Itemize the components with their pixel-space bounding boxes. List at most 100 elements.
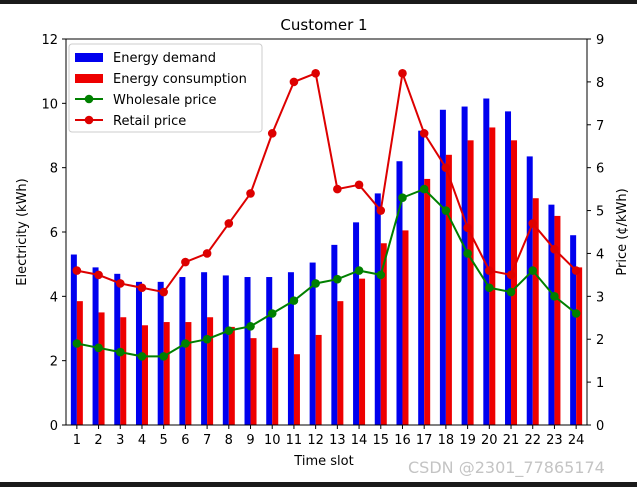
wholesale-price-point: [398, 193, 407, 202]
x-tick-label: 1: [73, 433, 81, 448]
x-tick-label: 9: [246, 433, 254, 448]
demand-bar: [548, 204, 555, 425]
x-tick-label: 10: [264, 433, 281, 448]
consumption-bar: [120, 317, 127, 425]
y-left-tick-label: 2: [50, 355, 58, 370]
wholesale-price-point: [528, 266, 538, 275]
demand-bar: [439, 109, 446, 426]
retail-price-point: [398, 69, 407, 78]
consumption-bar: [511, 140, 518, 425]
x-tick-label: 2: [94, 433, 102, 448]
watermark-text: CSDN @2301_77865174: [408, 458, 605, 477]
y-left-tick-label: 8: [50, 162, 58, 177]
retail-price-point: [289, 77, 299, 87]
demand-bar: [461, 106, 468, 426]
demand-bar: [483, 98, 490, 425]
wholesale-price-point: [137, 352, 147, 361]
consumption-bar: [163, 322, 170, 425]
legend-label: Energy demand: [113, 51, 216, 66]
x-tick-label: 4: [138, 433, 146, 448]
wholesale-price-point: [181, 339, 190, 348]
consumption-bar: [380, 243, 387, 425]
retail-price-point: [159, 287, 168, 297]
retail-price-point: [115, 279, 125, 288]
window-top-border: [0, 0, 637, 4]
retail-price-point: [267, 129, 277, 138]
wholesale-price-point: [485, 283, 494, 293]
consumption-bar: [250, 338, 257, 425]
wholesale-price-point: [550, 292, 559, 301]
y-right-tick-label: 1: [596, 376, 604, 391]
wholesale-price-point: [267, 309, 277, 318]
y-axis-label-right: Price (¢/kWh): [615, 188, 630, 275]
legend-swatch-marker: [84, 115, 94, 125]
retail-price-point: [181, 257, 190, 267]
retail-price-point: [354, 180, 364, 190]
x-tick-label: 23: [546, 433, 563, 448]
retail-price-point: [550, 244, 559, 254]
legend-label: Energy consumption: [113, 72, 247, 87]
x-tick-label: 24: [568, 433, 585, 448]
wholesale-price-point: [246, 322, 255, 331]
consumption-bar: [185, 322, 192, 425]
demand-bar: [222, 275, 229, 425]
consumption-bar: [445, 154, 452, 426]
demand-bar: [570, 235, 577, 425]
wholesale-price-point: [202, 334, 212, 344]
retail-price-point: [202, 249, 212, 258]
wholesale-price-point: [311, 279, 320, 288]
legend-box: [68, 43, 263, 133]
consumption-bar: [228, 326, 235, 425]
x-tick-label: 18: [438, 433, 455, 448]
wholesale-price-point: [115, 347, 125, 357]
demand-bar: [331, 244, 338, 425]
y-right-tick-label: 4: [596, 247, 604, 262]
demand-bar: [418, 130, 425, 426]
x-tick-label: 19: [459, 433, 476, 448]
demand-bar: [309, 262, 316, 425]
x-tick-label: 16: [394, 433, 411, 448]
consumption-bar: [337, 301, 344, 425]
wholesale-price-point: [419, 184, 429, 194]
demand-bar: [287, 272, 294, 425]
demand-bar: [244, 277, 251, 425]
demand-bar: [505, 111, 512, 425]
x-tick-label: 21: [503, 433, 520, 448]
y-left-tick-label: 0: [50, 419, 58, 434]
x-tick-label: 5: [160, 433, 168, 448]
x-tick-label: 15: [372, 433, 389, 448]
legend-swatch-marker: [84, 94, 94, 104]
demand-bar: [374, 193, 381, 425]
wholesale-price-point: [159, 352, 168, 361]
wholesale-price-point: [289, 296, 299, 305]
y-left-tick-label: 4: [50, 290, 58, 305]
legend-label: Retail price: [113, 114, 186, 129]
y-right-tick-label: 2: [596, 333, 604, 348]
wholesale-price-point: [333, 274, 342, 284]
demand-bar: [266, 277, 273, 425]
y-right-tick-label: 5: [596, 205, 604, 220]
y-left-tick-label: 10: [41, 97, 58, 112]
wholesale-price-point: [224, 326, 234, 335]
demand-bar: [396, 161, 403, 425]
retail-price-point: [376, 206, 386, 215]
x-tick-label: 3: [116, 433, 124, 448]
consumption-bar: [467, 140, 474, 425]
demand-bar: [526, 156, 533, 426]
consumption-bar: [272, 347, 279, 425]
x-tick-label: 12: [307, 433, 324, 448]
wholesale-price-point: [463, 249, 472, 258]
x-tick-label: 11: [286, 433, 303, 448]
consumption-bar: [359, 278, 366, 425]
y-right-tick-label: 6: [596, 162, 604, 177]
legend-label: Wholesale price: [113, 93, 217, 108]
x-tick-label: 8: [225, 433, 233, 448]
retail-price-point: [528, 219, 538, 228]
x-tick-label: 22: [524, 433, 541, 448]
consumption-bar: [532, 198, 539, 425]
retail-price-point: [571, 266, 581, 275]
wholesale-price-point: [354, 266, 364, 275]
wholesale-price-point: [72, 339, 82, 348]
consumption-bar: [98, 312, 105, 425]
